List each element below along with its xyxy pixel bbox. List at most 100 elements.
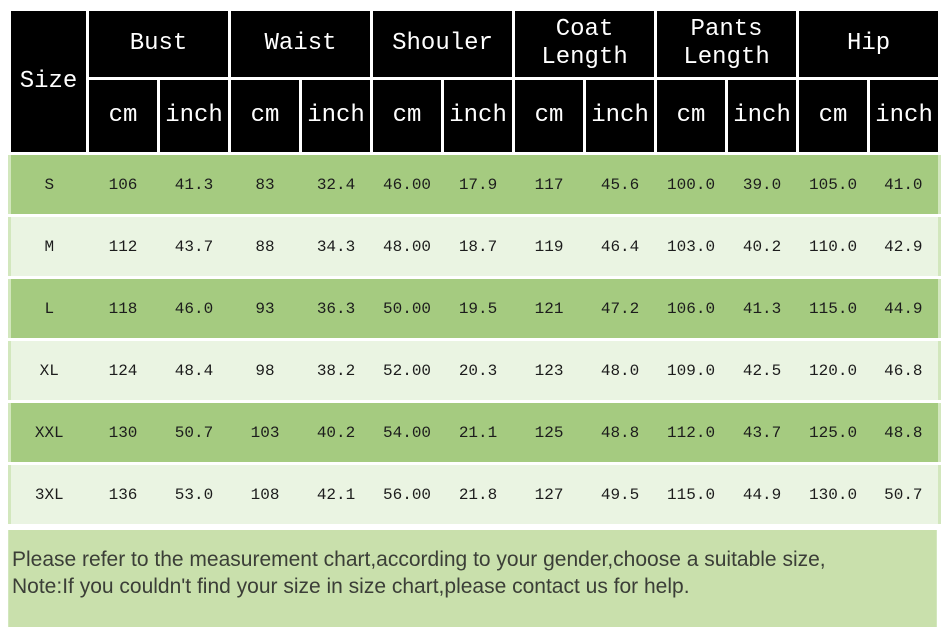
table-row-xl: XL 124 48.4 98 38.2 52.00 20.3 123 48.0 … (8, 339, 942, 403)
data-cell: 46.0 (158, 277, 230, 341)
unit-bust-cm: cm (86, 77, 160, 155)
data-cell: 121 (513, 277, 585, 341)
data-cell: 108 (229, 463, 301, 527)
data-cell: 136 (87, 463, 159, 527)
data-cell: 52.00 (371, 339, 443, 403)
data-cell: 40.2 (726, 215, 798, 279)
data-cell: 103 (229, 401, 301, 465)
data-cell: 45.6 (584, 153, 656, 217)
data-cell: 39.0 (726, 153, 798, 217)
data-cell: 125 (513, 401, 585, 465)
data-cell: 42.9 (868, 215, 942, 279)
data-cell: 56.00 (371, 463, 443, 527)
data-cell: 18.7 (442, 215, 514, 279)
data-cell: 43.7 (726, 401, 798, 465)
data-cell: 103.0 (655, 215, 727, 279)
data-cell: 20.3 (442, 339, 514, 403)
header-group-coat-length: Coat Length (512, 8, 658, 80)
data-cell: 17.9 (442, 153, 514, 217)
data-cell: 41.3 (158, 153, 230, 217)
data-cell: 124 (87, 339, 159, 403)
size-cell: L (8, 277, 88, 341)
unit-waist-cm: cm (228, 77, 303, 155)
unit-waist-inch: inch (299, 77, 374, 155)
data-cell: 106.0 (655, 277, 727, 341)
data-cell: 88 (229, 215, 301, 279)
data-cell: 48.4 (158, 339, 230, 403)
data-cell: 49.5 (584, 463, 656, 527)
unit-pants-cm: cm (654, 77, 729, 155)
unit-shoulder-cm: cm (370, 77, 445, 155)
size-chart-page: Size Bust Waist Shouler Coat Length Pant… (0, 8, 945, 636)
data-cell: 36.3 (300, 277, 372, 341)
data-cell: 110.0 (797, 215, 869, 279)
size-chart-table: Size Bust Waist Shouler Coat Length Pant… (8, 8, 942, 527)
data-cell: 54.00 (371, 401, 443, 465)
data-cell: 50.7 (158, 401, 230, 465)
data-cell: 118 (87, 277, 159, 341)
data-cell: 48.00 (371, 215, 443, 279)
data-cell: 100.0 (655, 153, 727, 217)
unit-shoulder-inch: inch (441, 77, 516, 155)
data-cell: 93 (229, 277, 301, 341)
unit-coat-cm: cm (512, 77, 587, 155)
data-cell: 48.0 (584, 339, 656, 403)
data-cell: 40.2 (300, 401, 372, 465)
data-cell: 21.8 (442, 463, 514, 527)
data-cell: 119 (513, 215, 585, 279)
table-body: S 106 41.3 83 32.4 46.00 17.9 117 45.6 1… (8, 153, 942, 527)
data-cell: 125.0 (797, 401, 869, 465)
table-header: Size Bust Waist Shouler Coat Length Pant… (8, 8, 942, 155)
table-row-m: M 112 43.7 88 34.3 48.00 18.7 119 46.4 1… (8, 215, 942, 279)
data-cell: 109.0 (655, 339, 727, 403)
unit-hip-inch: inch (867, 77, 942, 155)
table-row-s: S 106 41.3 83 32.4 46.00 17.9 117 45.6 1… (8, 153, 942, 217)
table-row-xxl: XXL 130 50.7 103 40.2 54.00 21.1 125 48.… (8, 401, 942, 465)
header-group-shoulder: Shouler (370, 8, 516, 80)
data-cell: 48.8 (868, 401, 942, 465)
data-cell: 41.3 (726, 277, 798, 341)
data-cell: 117 (513, 153, 585, 217)
size-cell: 3XL (8, 463, 88, 527)
note-block: Please refer to the measurement chart,ac… (8, 530, 937, 627)
data-cell: 38.2 (300, 339, 372, 403)
data-cell: 50.00 (371, 277, 443, 341)
header-size: Size (8, 8, 89, 155)
data-cell: 106 (87, 153, 159, 217)
data-cell: 127 (513, 463, 585, 527)
data-cell: 44.9 (868, 277, 942, 341)
data-cell: 46.4 (584, 215, 656, 279)
data-cell: 120.0 (797, 339, 869, 403)
data-cell: 130 (87, 401, 159, 465)
data-cell: 21.1 (442, 401, 514, 465)
table-row-l: L 118 46.0 93 36.3 50.00 19.5 121 47.2 1… (8, 277, 942, 341)
size-cell: XL (8, 339, 88, 403)
data-cell: 115.0 (797, 277, 869, 341)
unit-coat-inch: inch (583, 77, 658, 155)
data-cell: 98 (229, 339, 301, 403)
data-cell: 123 (513, 339, 585, 403)
table-row-3xl: 3XL 136 53.0 108 42.1 56.00 21.8 127 49.… (8, 463, 942, 527)
note-line-1: Please refer to the measurement chart,ac… (12, 548, 826, 571)
size-cell: S (8, 153, 88, 217)
data-cell: 47.2 (584, 277, 656, 341)
data-cell: 41.0 (868, 153, 942, 217)
data-cell: 43.7 (158, 215, 230, 279)
size-cell: XXL (8, 401, 88, 465)
data-cell: 32.4 (300, 153, 372, 217)
size-cell: M (8, 215, 88, 279)
data-cell: 130.0 (797, 463, 869, 527)
unit-bust-inch: inch (156, 77, 232, 155)
note-line-2: Note:If you couldn't find your size in s… (12, 575, 690, 598)
data-cell: 83 (229, 153, 301, 217)
header-group-bust: Bust (85, 8, 232, 80)
data-cell: 115.0 (655, 463, 727, 527)
unit-pants-inch: inch (725, 77, 800, 155)
data-cell: 46.00 (371, 153, 443, 217)
header-group-waist: Waist (228, 8, 374, 80)
data-cell: 42.5 (726, 339, 798, 403)
header-group-pants-length: Pants Length (654, 8, 800, 80)
data-cell: 50.7 (868, 463, 942, 527)
data-cell: 19.5 (442, 277, 514, 341)
data-cell: 46.8 (868, 339, 942, 403)
